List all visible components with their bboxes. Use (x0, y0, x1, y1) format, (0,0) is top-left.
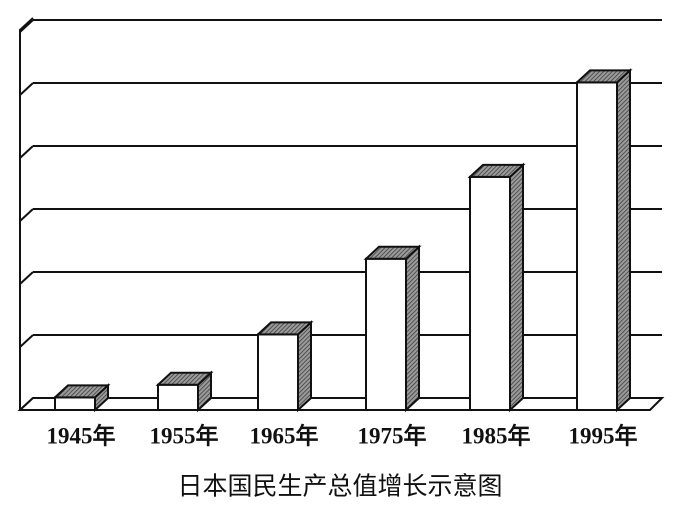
bar-top (574, 69, 633, 84)
bar-side (616, 68, 631, 413)
grid (19, 19, 662, 411)
bar-front (157, 383, 199, 411)
grid-tick (19, 334, 34, 348)
bar-side (405, 244, 420, 413)
x-tick-label: 1975年 (358, 422, 427, 448)
chart-title: 日本国民生产总值增长示意图 (177, 473, 502, 501)
bar-side (297, 320, 312, 413)
bar (155, 370, 214, 413)
bar (467, 162, 526, 413)
bar-front (365, 257, 407, 411)
bar-top (255, 321, 314, 336)
x-tick-label: 1945年 (47, 422, 116, 448)
bar-top (363, 245, 422, 260)
left-wall (19, 17, 34, 410)
floor (17, 397, 665, 411)
grid-tick (19, 82, 34, 96)
x-tick-label: 1965年 (250, 422, 319, 448)
bar-side (509, 162, 524, 413)
bar-top (155, 371, 214, 386)
grid-tick (19, 208, 34, 222)
bar-top (467, 163, 526, 178)
bar (255, 320, 314, 413)
bar-front (257, 333, 299, 411)
bar-front (54, 396, 96, 411)
bar (363, 244, 422, 413)
bars (52, 68, 633, 413)
bar-front (576, 81, 618, 412)
grid-tick (19, 271, 34, 285)
bar (52, 383, 111, 413)
grid-tick (19, 19, 34, 33)
bar (574, 68, 633, 413)
bar-top (52, 384, 111, 399)
grid-tick (19, 145, 34, 159)
bar-front (469, 175, 511, 411)
x-tick-label: 1985年 (462, 422, 531, 448)
x-tick-label: 1955年 (150, 422, 219, 448)
x-tick-label: 1995年 (569, 422, 638, 448)
